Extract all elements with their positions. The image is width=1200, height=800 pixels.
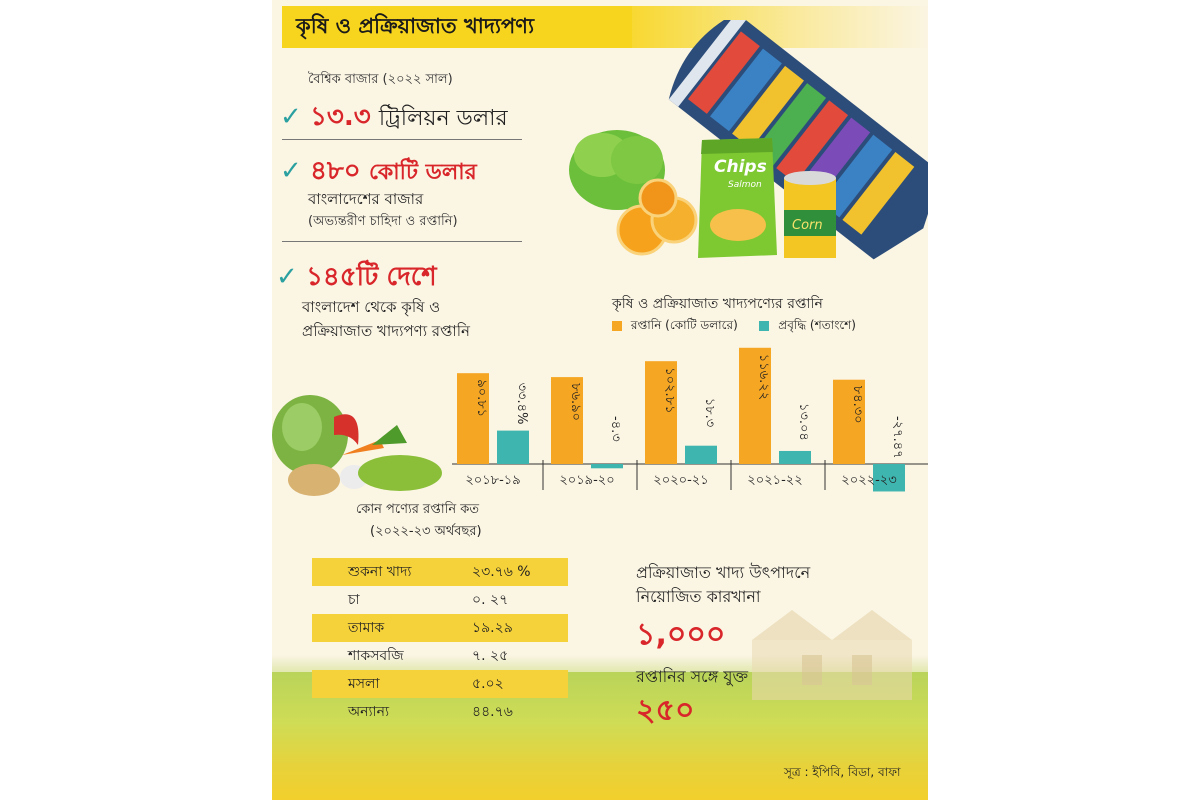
corn-can-icon [784,171,836,258]
chips-sub-text: Salmon [728,180,762,190]
bar-growth [497,430,529,464]
data-label: ৩৩.৪% [514,383,529,425]
bar-exports [457,373,489,464]
corn-can-text: Corn [792,218,823,233]
data-label: ১৩.০৪ [796,403,811,441]
exports-bar-chart: ৯০.৮১ ৩৩.৪% ২০১৮-১৯ ৮৬.৯০ -৪.৩ ২০১৯-২০ ১০২.৮১ ১… [452,347,928,492]
data-label: ১৮.৩ [702,398,717,427]
bar-growth [591,464,623,469]
global-market-label: বৈশ্বিক বাজার (২০২২ সাল) [308,72,453,87]
check-icon: ✓ [280,102,302,132]
countries-unit: দেশে [386,262,437,292]
source-note: সূত্র : ইপিবি, বিডা, বাফা [784,765,901,779]
factory-icon [752,610,912,700]
divider [282,241,522,242]
chips-brand-text: Chips [714,157,767,177]
bar-growth [779,450,811,464]
countries-value: ১৪৫টি [306,262,379,292]
potato-icon [288,464,368,496]
legend-label-exports: রপ্তানি (কোটি ডলারে) [630,318,738,332]
spice-powder-icon [358,425,442,491]
factories-line2: নিয়োজিত কারখানা [636,587,761,606]
tick-label: ২০১৯-২০ [559,473,614,488]
legend-swatch-growth [759,320,770,331]
carrot-icon [342,440,384,455]
chili-pepper-icon [334,414,359,445]
data-label: -৪.৩ [608,416,623,442]
products-title: কোন পণ্যের রপ্তানি কত [356,502,480,517]
countries-line1: বাংলাদেশ থেকে কৃষি ও [302,298,441,316]
data-label: ৮৪.৩০ [850,386,865,424]
page-title: কৃষি ও প্রক্রিয়াজাত খাদ্যপণ্য [296,13,535,38]
bar-exports [739,347,771,464]
countries-line2: প্রক্রিয়াজাত খাদ্যপণ্য রপ্তানি [302,322,470,340]
check-icon: ✓ [280,156,302,186]
global-market-stat: ✓ ১৩.৩ ট্রিলিয়ন ডলার [280,96,508,140]
table-row: শাকসবজি ৭. ২৫ [348,648,509,664]
data-label: ৯০.৮১ [474,379,489,417]
table-row: তামাক ১৯.২৯ [312,614,568,642]
bar-exports [833,379,865,464]
table-row: শুকনা খাদ্য ২৩.৭৬ % [312,558,568,586]
tick-label: ২০২০-২১ [653,473,708,488]
bd-market-stat: ✓ ৪৮০ কোটি ডলার [280,150,477,194]
chips-bag-icon [698,138,777,258]
bar-exports [551,377,583,464]
bd-market-sublabel: (অভ্যন্তরীণ চাহিদা ও রপ্তানি) [308,214,458,229]
export-factories-label: রপ্তানির সঙ্গে যুক্ত [636,667,749,686]
legend-label-growth: প্রবৃদ্ধি (শতাংশে) [778,318,856,332]
data-label: ১১৬.২২ [756,354,771,400]
bd-market-value: ৪৮০ [310,156,361,186]
data-label: ১০২.৮১ [662,367,677,413]
countries-stat: ✓ ১৪৫টি দেশে [276,256,437,300]
legend-swatch-exports [612,320,622,331]
cabbage-icon [272,395,348,475]
bar-growth [873,464,905,492]
data-label: ৮৬.৯০ [568,383,583,421]
products-subtitle: (২০২২-২৩ অর্থবছর) [370,524,482,539]
chart-legend: রপ্তানি (কোটি ডলারে) প্রবৃদ্ধি (শতাংশে) [612,317,856,337]
bd-market-label: বাংলাদেশের বাজার [308,190,424,208]
bd-market-unit: কোটি ডলার [368,160,477,185]
global-market-value: ১৩.৩ [310,102,371,132]
factories-line1: প্রক্রিয়াজাত খাদ্য উৎপাদনে [636,563,811,582]
bar-growth [685,445,717,464]
export-factories-count: ২৫০ [636,693,695,728]
tick-label: ২০১৮-১৯ [465,473,520,488]
divider [282,139,522,140]
orange-slices-icon [616,178,698,256]
table-row: অন্যান্য ৪৪.৭৬ [348,704,513,720]
tick-label: ২০২১-২২ [747,473,802,488]
global-market-unit: ট্রিলিয়ন ডলার [378,106,508,131]
products-table: শুকনা খাদ্য ২৩.৭৬ % চা ০. ২৭ তামাক ১৯.২৯… [312,558,568,726]
tick-label: ২০২২-২৩ [841,473,896,488]
check-icon: ✓ [276,262,298,292]
data-label: -২৭.৪৭ [890,416,905,459]
chart-title: কৃষি ও প্রক্রিয়াজাত খাদ্যপণ্যের রপ্তানি [612,296,823,312]
title-bar: কৃষি ও প্রক্রিয়াজাত খাদ্যপণ্য [282,6,632,48]
bar-exports [645,361,677,464]
vegetables-illustration [272,395,442,496]
infographic-poster: কৃষি ও প্রক্রিয়াজাত খাদ্যপণ্য [272,0,928,800]
food-products-illustration: Chips Salmon Corn [569,20,928,260]
table-row: চা ০. ২৭ [348,592,509,608]
factories-count: ১,০০০ [636,617,726,652]
table-row: মসলা ৫.০২ [312,670,568,698]
